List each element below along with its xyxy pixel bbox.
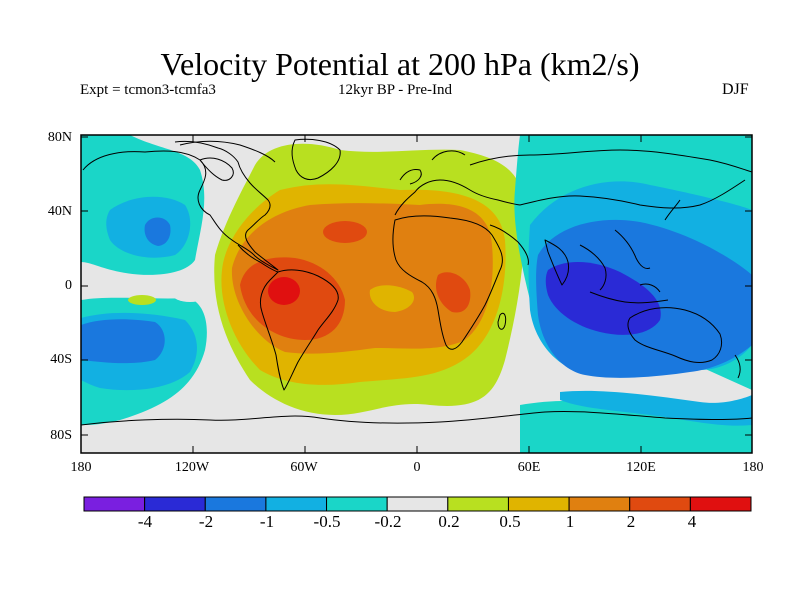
contour-pos-2-afr (435, 272, 471, 313)
colorbar-swatch (689, 496, 752, 512)
colorbar-swatch (204, 496, 267, 512)
colorbar-label: 2 (626, 512, 636, 531)
contour-pos-1-atl-spot (323, 221, 367, 243)
lat-label-80n: 80N (47, 130, 72, 145)
colorbar-swatch (629, 496, 691, 512)
colorbar-swatch (386, 496, 449, 512)
lon-label-60w: 60W (290, 460, 318, 475)
colorbar-label: 0.2 (438, 512, 460, 531)
lon-label-60e: 60E (517, 460, 541, 475)
lon-label-180w: 180 (70, 460, 92, 475)
colorbar-swatch (507, 496, 570, 512)
lon-label-120w: 120W (174, 460, 210, 475)
lat-label-eq: 0 (65, 278, 72, 293)
lon-label-120e: 120E (626, 460, 656, 475)
lon-label-180e: 180 (742, 460, 764, 475)
colorbar-label: 4 (687, 512, 697, 531)
colorbar-swatch (265, 496, 328, 512)
period-label: 12kyr BP - Pre-Ind (338, 82, 453, 98)
season-label: DJF (722, 81, 749, 98)
colorbar-label: 1 (565, 512, 575, 531)
contour-neutral-pac (172, 286, 208, 302)
colorbar-swatch (326, 496, 388, 512)
colorbar-label: -0.2 (374, 512, 402, 531)
lat-label-40s: 40S (50, 352, 72, 367)
colorbar (83, 496, 752, 512)
contour-pos-0.2-pac (128, 295, 156, 305)
contour-pos-4 (268, 277, 300, 305)
colorbar-label: -2 (198, 512, 214, 531)
colorbar-label: -4 (137, 512, 153, 531)
contour-neg-1-spac (81, 319, 165, 364)
coastlines (81, 138, 752, 426)
chart-title: Velocity Potential at 200 hPa (km2/s) (160, 46, 640, 82)
lat-label-80s: 80S (50, 428, 72, 443)
contour-field (81, 135, 752, 453)
colorbar-label: -1 (259, 512, 275, 531)
colorbar-swatch (83, 496, 146, 512)
contour-neg-1-npac (144, 217, 171, 246)
colorbar-swatch (447, 496, 509, 512)
lat-label-40n: 40N (47, 204, 72, 219)
colorbar-swatch (568, 496, 631, 512)
experiment-label: Expt = tcmon3-tcmfa3 (80, 82, 216, 98)
contour-pos-0.5-core (369, 285, 415, 312)
colorbar-label: -0.5 (313, 512, 341, 531)
colorbar-label: 0.5 (499, 512, 521, 531)
colorbar-swatch (144, 496, 206, 512)
contour-neg-0.5-ant (560, 390, 752, 426)
lon-label-0: 0 (413, 460, 421, 475)
map-ticks (81, 135, 752, 453)
